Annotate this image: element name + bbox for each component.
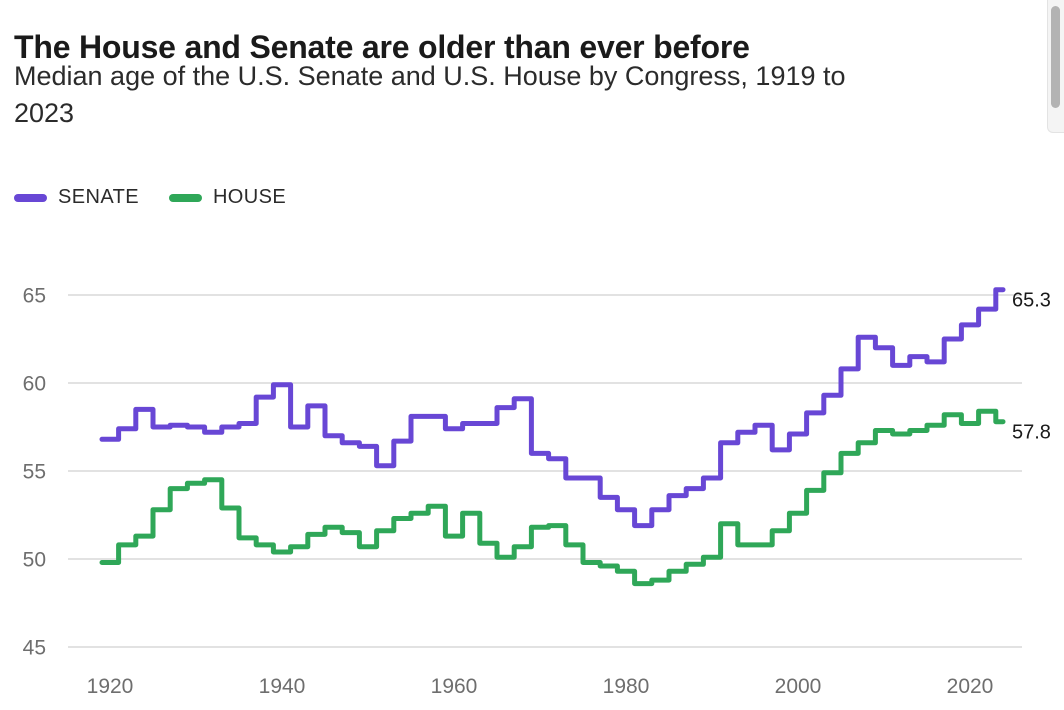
x-tick-label: 1960 xyxy=(431,675,478,698)
chart-subtitle-line2: 2023 xyxy=(14,98,75,128)
legend-item-senate: SENATE xyxy=(14,186,139,209)
scrollbar-thumb[interactable] xyxy=(1051,6,1060,108)
y-tick-label: 45 xyxy=(23,637,46,660)
legend-item-house: HOUSE xyxy=(168,186,287,209)
series-end-label-senate: 65.3 xyxy=(1012,290,1051,312)
y-tick-label: 65 xyxy=(23,285,46,308)
scrollbar[interactable] xyxy=(1047,0,1064,133)
x-tick-label: 2000 xyxy=(775,675,822,698)
series-line-house xyxy=(99,408,1006,587)
legend-label-senate: SENATE xyxy=(58,186,139,208)
chart-subtitle: Median age of the U.S. Senate and U.S. H… xyxy=(14,58,1044,132)
x-tick-label: 1980 xyxy=(603,675,650,698)
chart-title: The House and Senate are older than ever… xyxy=(14,29,750,66)
y-tick-label: 60 xyxy=(23,373,46,396)
y-tick-label: 55 xyxy=(23,461,46,484)
house-line-swatch-icon xyxy=(168,193,202,202)
y-tick-label: 50 xyxy=(23,549,46,572)
x-tick-label: 1940 xyxy=(259,675,306,698)
x-tick-label: 1920 xyxy=(87,675,134,698)
series-line-senate xyxy=(99,287,1006,529)
legend-label-house: HOUSE xyxy=(212,186,287,208)
senate-line-swatch-icon xyxy=(14,193,47,202)
legend: SENATE HOUSE xyxy=(14,186,286,209)
series-end-label-house: 57.8 xyxy=(1012,422,1051,444)
chart-subtitle-line1: Median age of the U.S. Senate and U.S. H… xyxy=(14,61,846,91)
x-tick-label: 2020 xyxy=(947,675,994,698)
